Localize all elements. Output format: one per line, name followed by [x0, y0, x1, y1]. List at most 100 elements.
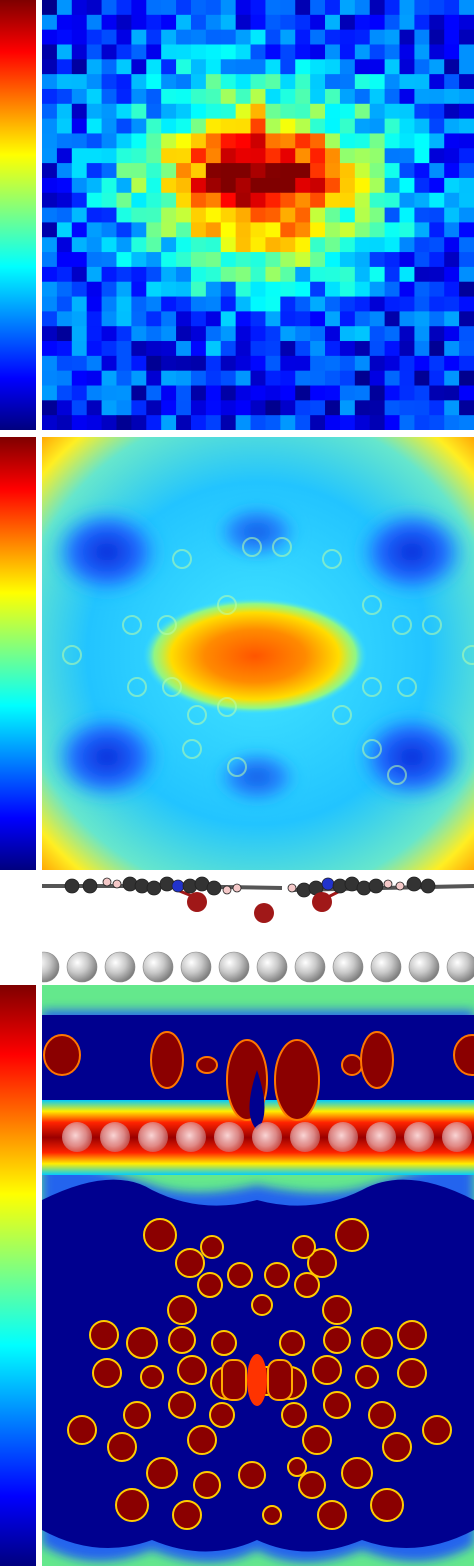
metal-atom — [142, 951, 174, 983]
pixel — [190, 177, 207, 194]
pixel — [131, 14, 147, 31]
pixel — [399, 311, 416, 327]
pixel — [235, 192, 252, 209]
pixel — [161, 237, 177, 253]
pixel — [429, 237, 445, 253]
pixel — [265, 192, 281, 209]
pixel — [414, 341, 430, 357]
pixel — [101, 311, 118, 327]
pixel — [71, 252, 88, 268]
pixel — [325, 415, 341, 430]
pixel — [220, 311, 237, 327]
hydrogen-atom — [232, 883, 242, 893]
pixel — [354, 44, 371, 60]
pixel — [161, 326, 177, 342]
pixel — [220, 74, 237, 90]
pixel — [310, 148, 326, 164]
pixel — [116, 88, 132, 105]
atom-ring — [332, 705, 352, 725]
metal-atom — [104, 951, 136, 983]
pixel — [384, 163, 401, 179]
density-blob — [115, 1488, 149, 1522]
hydrogen-atom — [102, 877, 112, 887]
metal-atom — [256, 951, 288, 983]
pixel — [205, 281, 222, 298]
pixel — [205, 341, 222, 357]
pixel — [429, 0, 445, 16]
pixel — [429, 14, 445, 31]
pixel — [42, 237, 58, 253]
pixel — [459, 252, 474, 268]
metal-atom — [214, 1122, 244, 1152]
density-blob — [196, 1056, 218, 1074]
pixel — [384, 237, 401, 253]
pixel — [146, 148, 162, 164]
pixel — [146, 44, 162, 60]
pixel — [310, 163, 326, 179]
pixel — [131, 355, 147, 372]
pixel — [42, 341, 58, 357]
pixel — [190, 74, 207, 90]
pixel — [265, 148, 281, 164]
pixel — [235, 177, 252, 194]
pixel — [56, 222, 73, 238]
pixel — [429, 415, 445, 430]
pixel — [429, 311, 445, 327]
pixel — [71, 0, 88, 16]
pixel — [384, 103, 401, 120]
pixel — [354, 415, 371, 430]
pixel — [459, 355, 474, 372]
pixel — [429, 192, 445, 209]
pixel — [295, 266, 311, 283]
pixel — [414, 44, 430, 60]
pixel — [86, 222, 103, 238]
pixel — [414, 192, 430, 209]
pixel — [176, 148, 192, 164]
pixel — [205, 192, 222, 209]
pixel — [339, 281, 356, 298]
density-blob — [341, 1457, 373, 1489]
pixel — [116, 29, 132, 46]
pixel — [280, 237, 296, 253]
pixel — [71, 385, 88, 401]
pixel — [131, 341, 147, 357]
pixel — [369, 0, 386, 16]
pixel — [116, 252, 132, 268]
pixel — [414, 88, 430, 105]
pixel — [295, 222, 311, 238]
pixel — [56, 415, 73, 430]
pixel — [459, 222, 474, 238]
pixel — [354, 103, 371, 120]
pixel — [161, 415, 177, 430]
pixel — [42, 163, 58, 179]
pixel — [161, 341, 177, 357]
pixel — [444, 207, 460, 224]
pixel — [71, 237, 88, 253]
pixel — [176, 133, 192, 149]
pixel — [131, 0, 147, 16]
pixel — [265, 326, 281, 342]
atom-ring — [217, 697, 237, 717]
pixel — [190, 266, 207, 283]
atom-ring — [157, 615, 177, 635]
pixel — [86, 192, 103, 209]
pixel — [205, 385, 222, 401]
density-blob — [312, 1355, 342, 1385]
pixel — [459, 296, 474, 312]
pixel — [384, 281, 401, 298]
pixel — [205, 74, 222, 90]
pixel — [310, 355, 326, 372]
pixel — [205, 0, 222, 16]
pixel — [429, 148, 445, 164]
atom-ring — [422, 615, 442, 635]
pixel — [369, 44, 386, 60]
pixel — [131, 252, 147, 268]
pixel — [414, 148, 430, 164]
pixel — [42, 74, 58, 90]
pixel — [86, 415, 103, 430]
pixel — [161, 59, 177, 75]
pixel — [459, 177, 474, 194]
pixel — [354, 0, 371, 16]
metal-atom — [100, 1122, 130, 1152]
pixel — [190, 14, 207, 31]
